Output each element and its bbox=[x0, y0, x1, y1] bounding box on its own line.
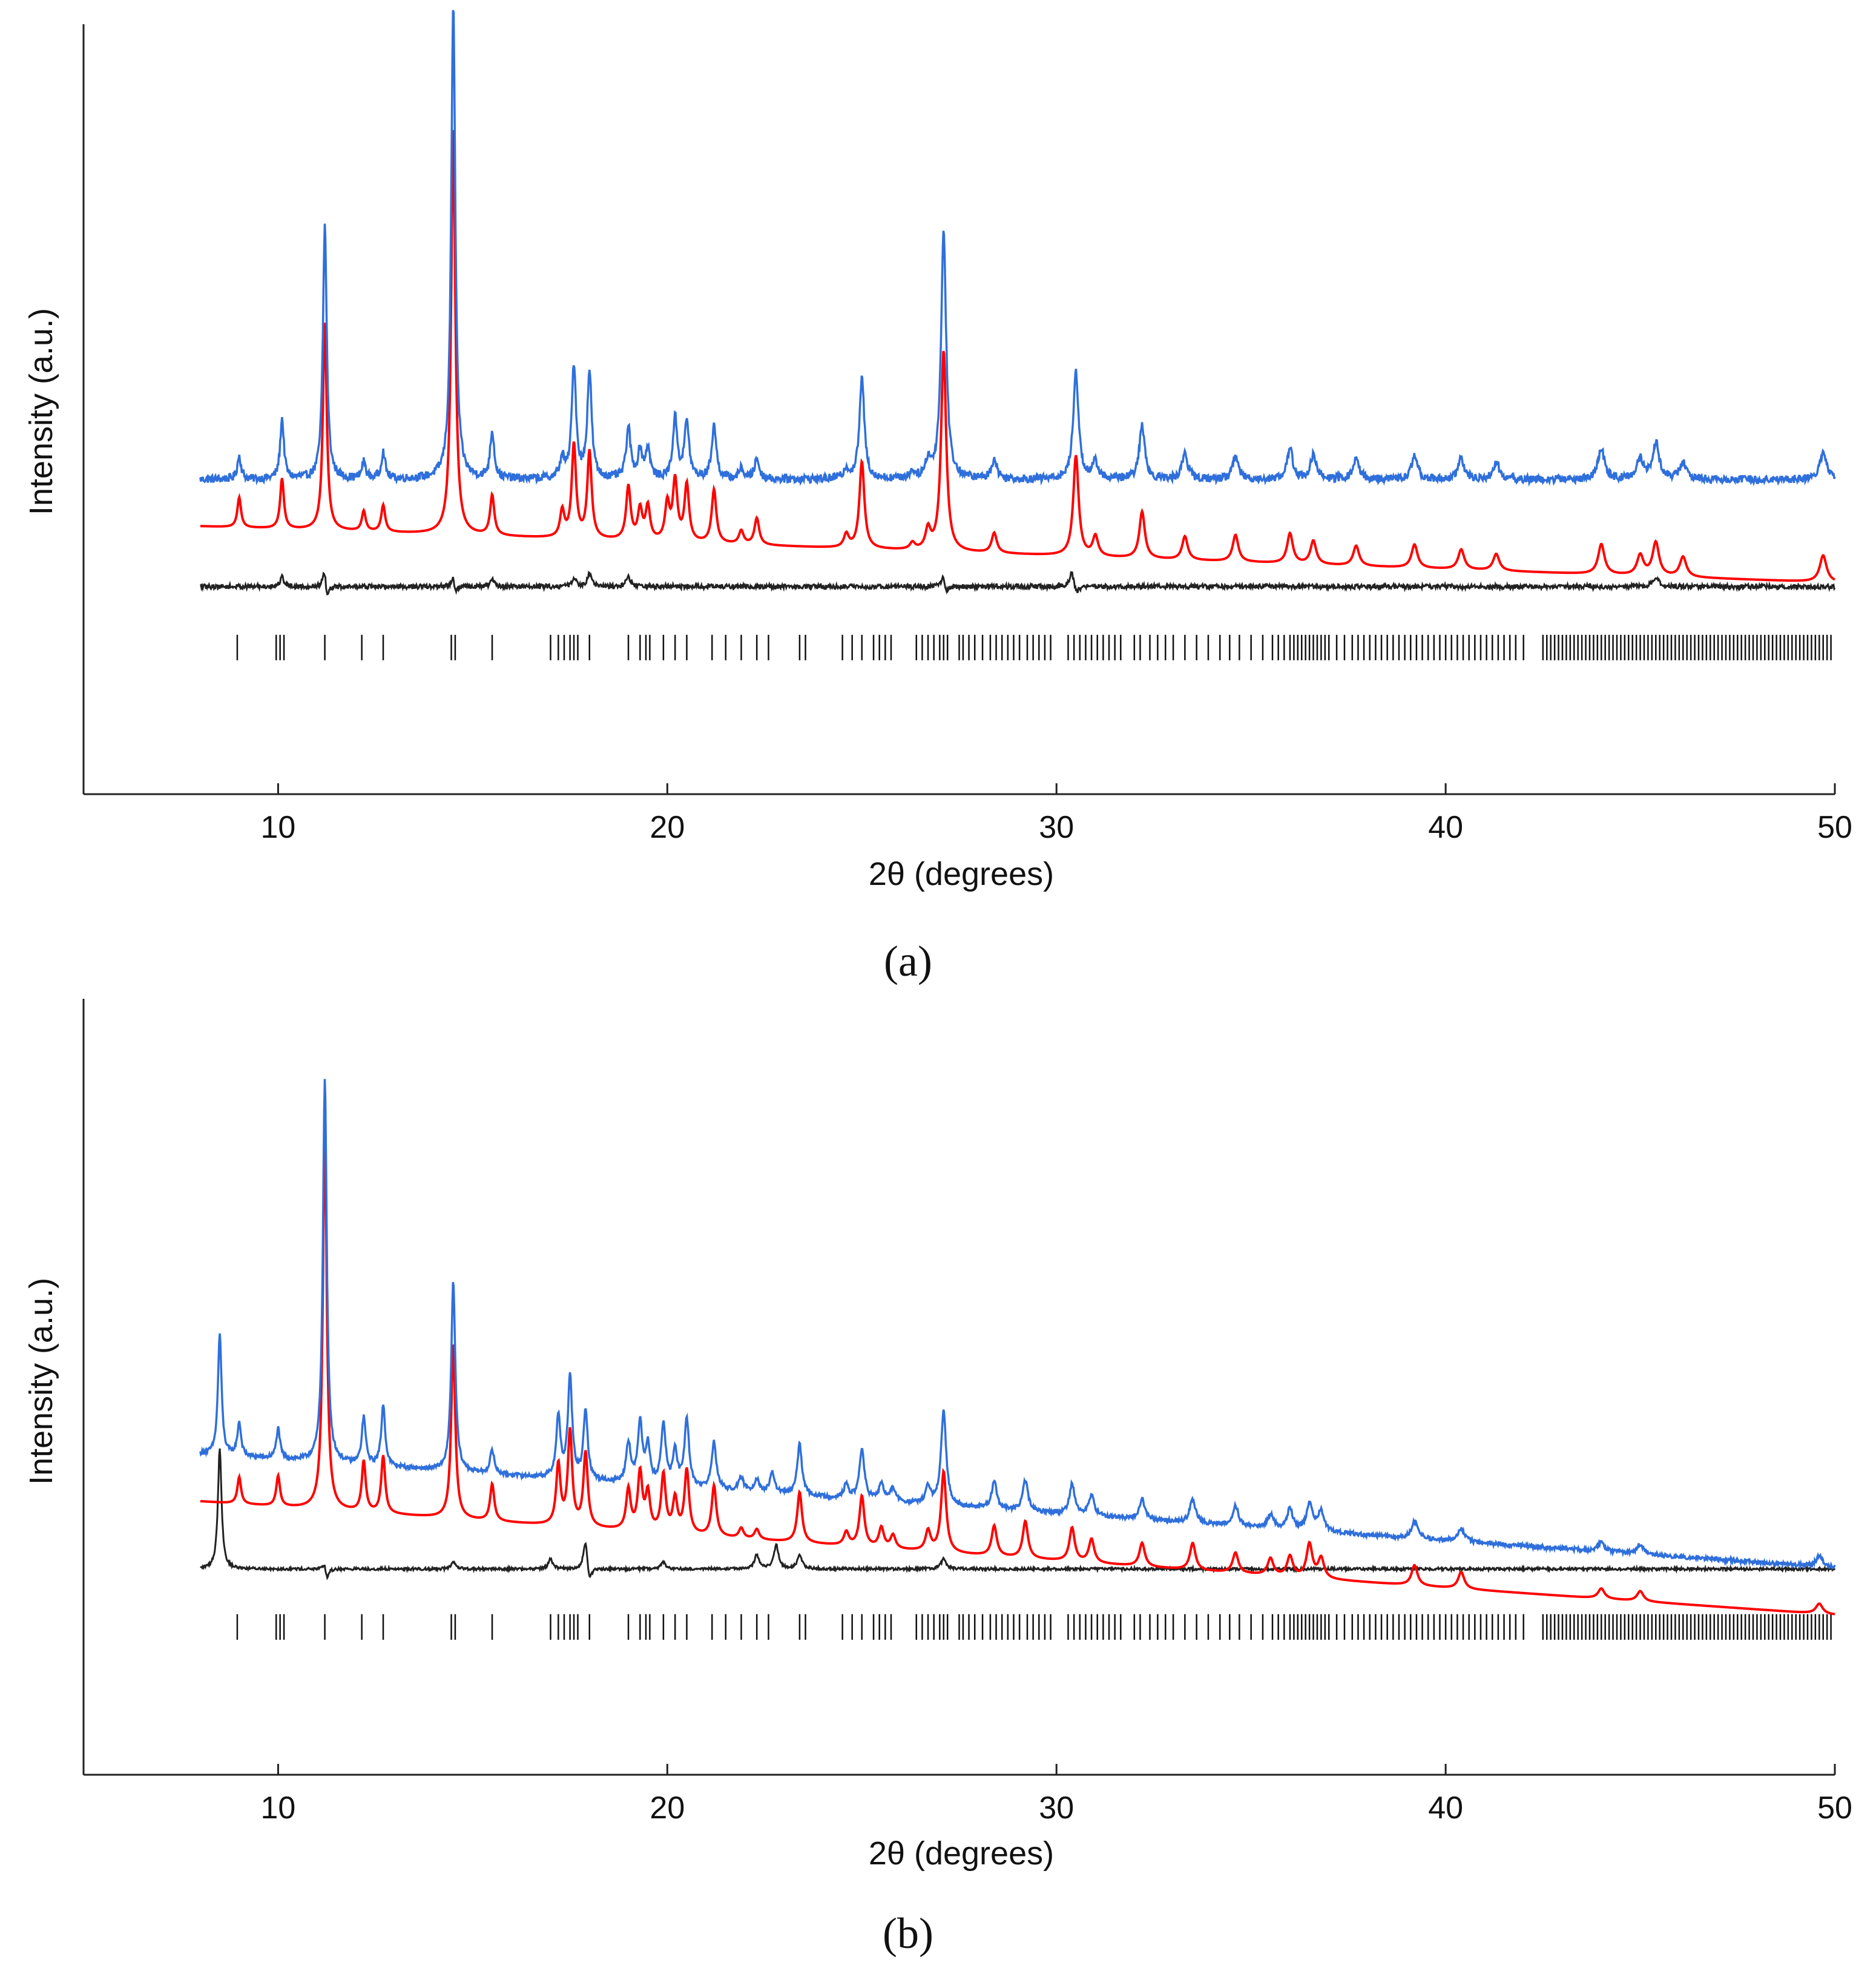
x-tick-label: 40 bbox=[1428, 1790, 1463, 1826]
x-axis-title: 2θ (degrees) bbox=[869, 1835, 1054, 1872]
x-tick-label: 20 bbox=[650, 810, 685, 845]
observed-curve bbox=[199, 1079, 1836, 1570]
x-ticks bbox=[277, 783, 1836, 794]
panel-b: 10 20 30 40 50 2θ (degrees) Intensity (a.u.)… bbox=[23, 999, 1852, 1958]
panel-label-b: (b) bbox=[883, 1909, 933, 1958]
reflection-markers bbox=[236, 1614, 1832, 1640]
x-tick-label: 50 bbox=[1817, 1790, 1852, 1826]
x-tick-label: 10 bbox=[261, 810, 296, 845]
x-tick-labels: 10 20 30 40 50 bbox=[261, 1790, 1852, 1826]
y-axis-title: Intensity (a.u.) bbox=[23, 308, 59, 515]
reflection-markers bbox=[236, 634, 1832, 660]
x-tick-label: 10 bbox=[261, 1790, 296, 1826]
x-tick-label: 40 bbox=[1428, 810, 1463, 845]
difference-curve bbox=[200, 570, 1836, 596]
x-tick-labels: 10 20 30 40 50 bbox=[261, 810, 1852, 845]
difference-curve bbox=[200, 1448, 1836, 1580]
y-axis-title: Intensity (a.u.) bbox=[23, 1278, 59, 1485]
x-axis-title: 2θ (degrees) bbox=[869, 856, 1054, 892]
x-tick-label: 50 bbox=[1817, 810, 1852, 845]
x-ticks bbox=[277, 1764, 1836, 1775]
calculated-curve bbox=[200, 1125, 1835, 1616]
panel-a: 10 20 30 40 50 2θ (degrees) Intensity (a.u.)… bbox=[23, 10, 1852, 985]
x-tick-label: 30 bbox=[1039, 1790, 1074, 1826]
calculated-curve bbox=[200, 130, 1835, 582]
x-tick-label: 20 bbox=[650, 1790, 685, 1826]
observed-curve bbox=[199, 10, 1836, 487]
panel-label-a: (a) bbox=[884, 937, 932, 985]
x-tick-label: 30 bbox=[1039, 810, 1074, 845]
